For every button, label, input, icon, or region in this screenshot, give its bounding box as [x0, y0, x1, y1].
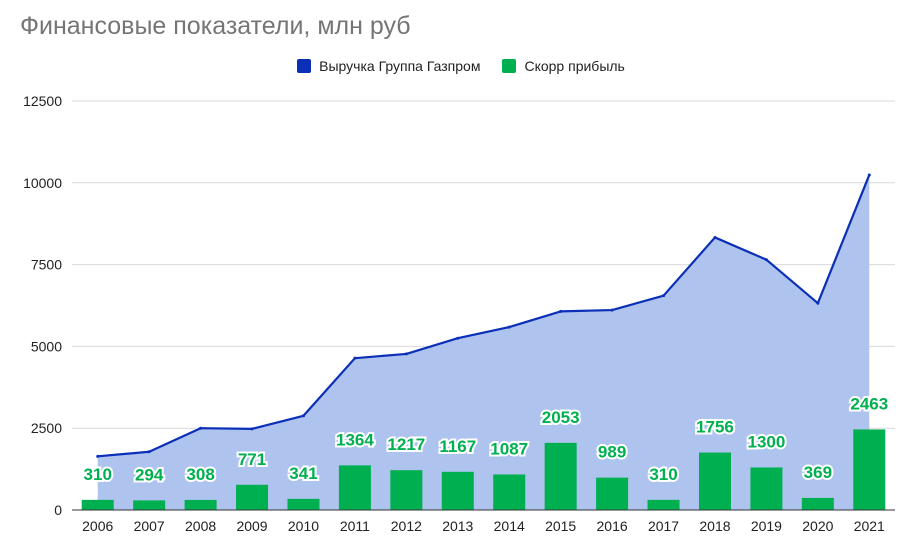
- profit-data-label-2016: 989: [598, 443, 626, 462]
- revenue-point-2014: [507, 325, 511, 329]
- profit-bar-2006: [81, 499, 114, 510]
- profit-bar-2010: [287, 498, 320, 510]
- profit-bar-2015: [544, 442, 577, 510]
- profit-bar-2013: [441, 471, 474, 510]
- y-tick-label-5000: 5000: [31, 338, 62, 354]
- revenue-point-2010: [301, 414, 305, 418]
- profit-data-label-2019: 1300: [747, 432, 785, 451]
- legend-item-profit: Скорр прибыль: [502, 58, 625, 74]
- x-tick-label-2012: 2012: [391, 518, 422, 534]
- revenue-point-2006: [96, 454, 100, 458]
- profit-data-label-2011: 1364: [336, 430, 374, 449]
- revenue-point-2013: [456, 336, 460, 340]
- revenue-point-2012: [404, 352, 408, 356]
- profit-bar-2016: [596, 477, 629, 510]
- profit-bar-2020: [801, 497, 834, 510]
- legend-label-profit: Скорр прибыль: [524, 58, 625, 74]
- legend-item-revenue: Выручка Группа Газпром: [297, 58, 480, 74]
- profit-bar-2017: [647, 499, 680, 510]
- legend-label-revenue: Выручка Группа Газпром: [319, 58, 481, 74]
- profit-data-label-2017: 310: [649, 465, 677, 484]
- revenue-point-2011: [353, 356, 357, 360]
- profit-bar-2007: [133, 500, 166, 510]
- profit-bar-2014: [493, 474, 526, 510]
- x-tick-label-2016: 2016: [597, 518, 628, 534]
- x-tick-label-2018: 2018: [699, 518, 730, 534]
- x-tick-label-2021: 2021: [854, 518, 885, 534]
- revenue-point-2015: [559, 309, 563, 313]
- revenue-point-2017: [662, 294, 666, 298]
- profit-data-label-2012: 1217: [387, 435, 425, 454]
- profit-data-label-2015: 2053: [542, 408, 580, 427]
- profit-bar-2008: [184, 499, 217, 510]
- revenue-point-2007: [147, 450, 151, 454]
- revenue-area: [97, 174, 870, 510]
- revenue-point-2021: [867, 173, 871, 177]
- profit-data-label-2013: 1167: [439, 437, 476, 456]
- x-tick-label-2009: 2009: [236, 518, 267, 534]
- chart-title: Финансовые показатели, млн руб: [20, 12, 411, 40]
- revenue-point-2018: [713, 235, 717, 239]
- y-tick-label-7500: 7500: [31, 257, 62, 273]
- x-tick-label-2006: 2006: [82, 518, 113, 534]
- x-tick-label-2019: 2019: [751, 518, 782, 534]
- x-tick-label-2015: 2015: [545, 518, 576, 534]
- revenue-line: [97, 174, 871, 458]
- x-tick-label-2010: 2010: [288, 518, 319, 534]
- y-tick-label-12500: 12500: [23, 93, 62, 109]
- legend-swatch-revenue: [297, 59, 312, 73]
- revenue-point-2020: [816, 301, 820, 305]
- profit-data-label-2018: 1756: [696, 418, 734, 437]
- y-tick-label-10000: 10000: [23, 175, 62, 191]
- x-tick-label-2020: 2020: [802, 518, 833, 534]
- y-tick-label-0: 0: [54, 502, 62, 518]
- legend-swatch-profit: [502, 59, 517, 73]
- x-tick-label-2007: 2007: [134, 518, 165, 534]
- profit-data-label-2009: 771: [238, 450, 266, 469]
- profit-bar-2009: [236, 484, 269, 510]
- profit-data-label-2007: 294: [135, 465, 164, 484]
- profit-data-label-2008: 308: [186, 465, 214, 484]
- profit-bar-2011: [338, 465, 371, 510]
- x-tick-label-2017: 2017: [648, 518, 679, 534]
- revenue-point-2016: [610, 308, 614, 312]
- profit-bar-2012: [390, 470, 423, 510]
- profit-bar-2021: [853, 429, 886, 510]
- profit-data-label-2020: 369: [804, 463, 832, 482]
- x-tick-label-2011: 2011: [340, 518, 370, 534]
- profit-data-label-2006: 310: [84, 465, 112, 484]
- profit-bar-2018: [698, 452, 731, 510]
- profit-data-label-2021: 2463: [850, 394, 888, 413]
- x-tick-label-2008: 2008: [185, 518, 216, 534]
- profit-data-label-2010: 341: [289, 464, 317, 483]
- legend: Выручка Группа Газпром Скорр прибыль: [0, 58, 922, 74]
- y-tick-label-2500: 2500: [31, 420, 62, 436]
- profit-bar-2019: [750, 467, 783, 510]
- revenue-point-2009: [250, 427, 254, 431]
- x-tick-label-2014: 2014: [494, 518, 525, 534]
- profit-data-label-2014: 1087: [490, 439, 528, 458]
- revenue-point-2008: [199, 426, 203, 430]
- x-tick-label-2013: 2013: [442, 518, 473, 534]
- revenue-point-2019: [764, 258, 768, 262]
